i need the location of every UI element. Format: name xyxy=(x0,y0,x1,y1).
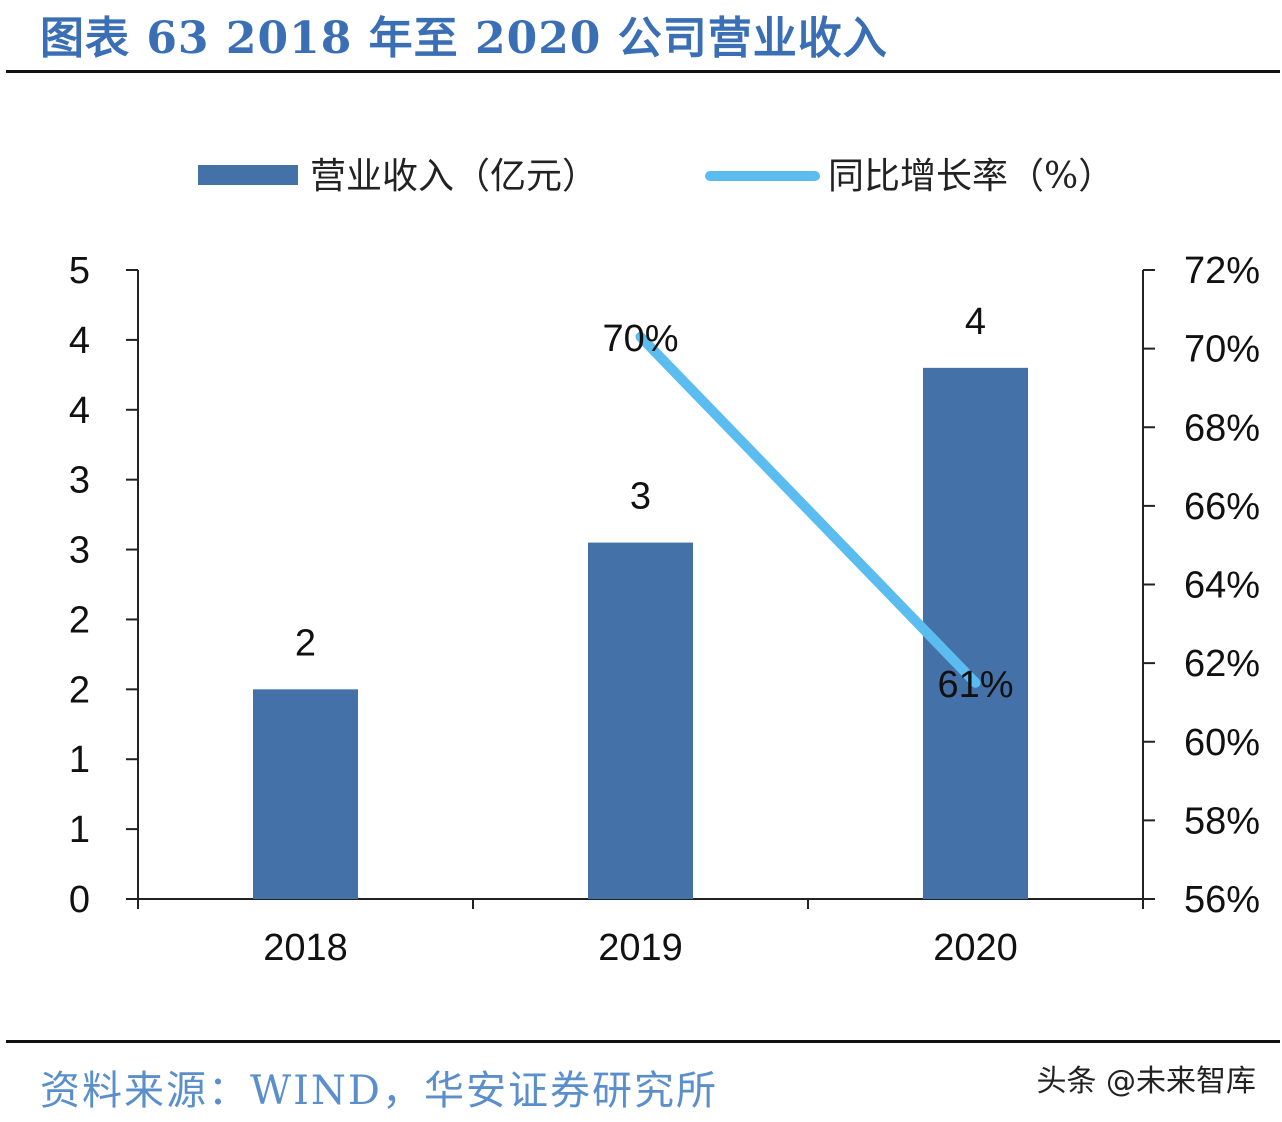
right-tick-label: 60% xyxy=(1184,722,1260,764)
right-tick-label: 58% xyxy=(1184,800,1260,842)
data-labels: 2 3 4 70% 61% xyxy=(295,301,1014,706)
left-tick-label: 0 xyxy=(69,879,90,921)
bars xyxy=(253,367,1028,899)
x-tick-label: 2018 xyxy=(263,927,348,969)
bar-value-label: 3 xyxy=(630,476,651,518)
growth-value-label: 70% xyxy=(602,318,678,360)
revenue-bar xyxy=(923,367,1028,899)
chart-title: 图表 63 2018 年至 2020 公司营业收入 xyxy=(40,13,888,64)
legend-bar-swatch xyxy=(198,165,298,185)
left-tick-label: 4 xyxy=(69,390,90,432)
right-tick-label: 56% xyxy=(1184,879,1260,921)
left-tick-label: 2 xyxy=(69,669,90,711)
right-tick-label: 66% xyxy=(1184,486,1260,528)
left-tick-label: 3 xyxy=(69,460,90,502)
right-tick-label: 68% xyxy=(1184,407,1260,449)
revenue-bar xyxy=(588,542,693,899)
bar-value-label: 4 xyxy=(965,301,986,343)
left-tick-label: 1 xyxy=(69,739,90,781)
left-tick-label: 3 xyxy=(69,530,90,572)
right-tick-label: 62% xyxy=(1184,643,1260,685)
bottom-rule xyxy=(6,1040,1280,1043)
top-rule xyxy=(6,70,1280,73)
legend-bar-label: 营业收入（亿元） xyxy=(310,156,598,197)
source-note: 资料来源：WIND，华安证券研究所 xyxy=(40,1068,718,1114)
growth-series-line xyxy=(635,331,981,688)
chart: 营业收入（亿元） 同比增长率（%） 0 1 1 2 2 3 3 4 4 5 56% 58% 60% 62%… xyxy=(69,156,1260,969)
axes: 0 1 1 2 2 3 3 4 4 5 56% 58% 60% 62% 64% 66% 68% 70% 72% 201… xyxy=(69,250,1260,969)
left-tick-label: 4 xyxy=(69,320,90,362)
revenue-bar xyxy=(253,689,358,899)
x-tick-label: 2019 xyxy=(598,927,683,969)
right-tick-label: 64% xyxy=(1184,565,1260,607)
right-tick-label: 72% xyxy=(1184,250,1260,292)
left-tick-label: 5 xyxy=(69,250,90,292)
growth-value-label: 61% xyxy=(937,664,1013,706)
legend-line-label: 同比增长率（%） xyxy=(828,156,1114,197)
bar-value-label: 2 xyxy=(295,622,316,664)
watermark: 头条 @未来智库 xyxy=(1036,1064,1256,1099)
x-tick-label: 2020 xyxy=(933,927,1018,969)
right-tick-label: 70% xyxy=(1184,329,1260,371)
left-tick-label: 1 xyxy=(69,809,90,851)
left-tick-label: 2 xyxy=(69,599,90,641)
growth-line xyxy=(635,331,981,688)
legend: 营业收入（亿元） 同比增长率（%） xyxy=(198,156,1114,197)
